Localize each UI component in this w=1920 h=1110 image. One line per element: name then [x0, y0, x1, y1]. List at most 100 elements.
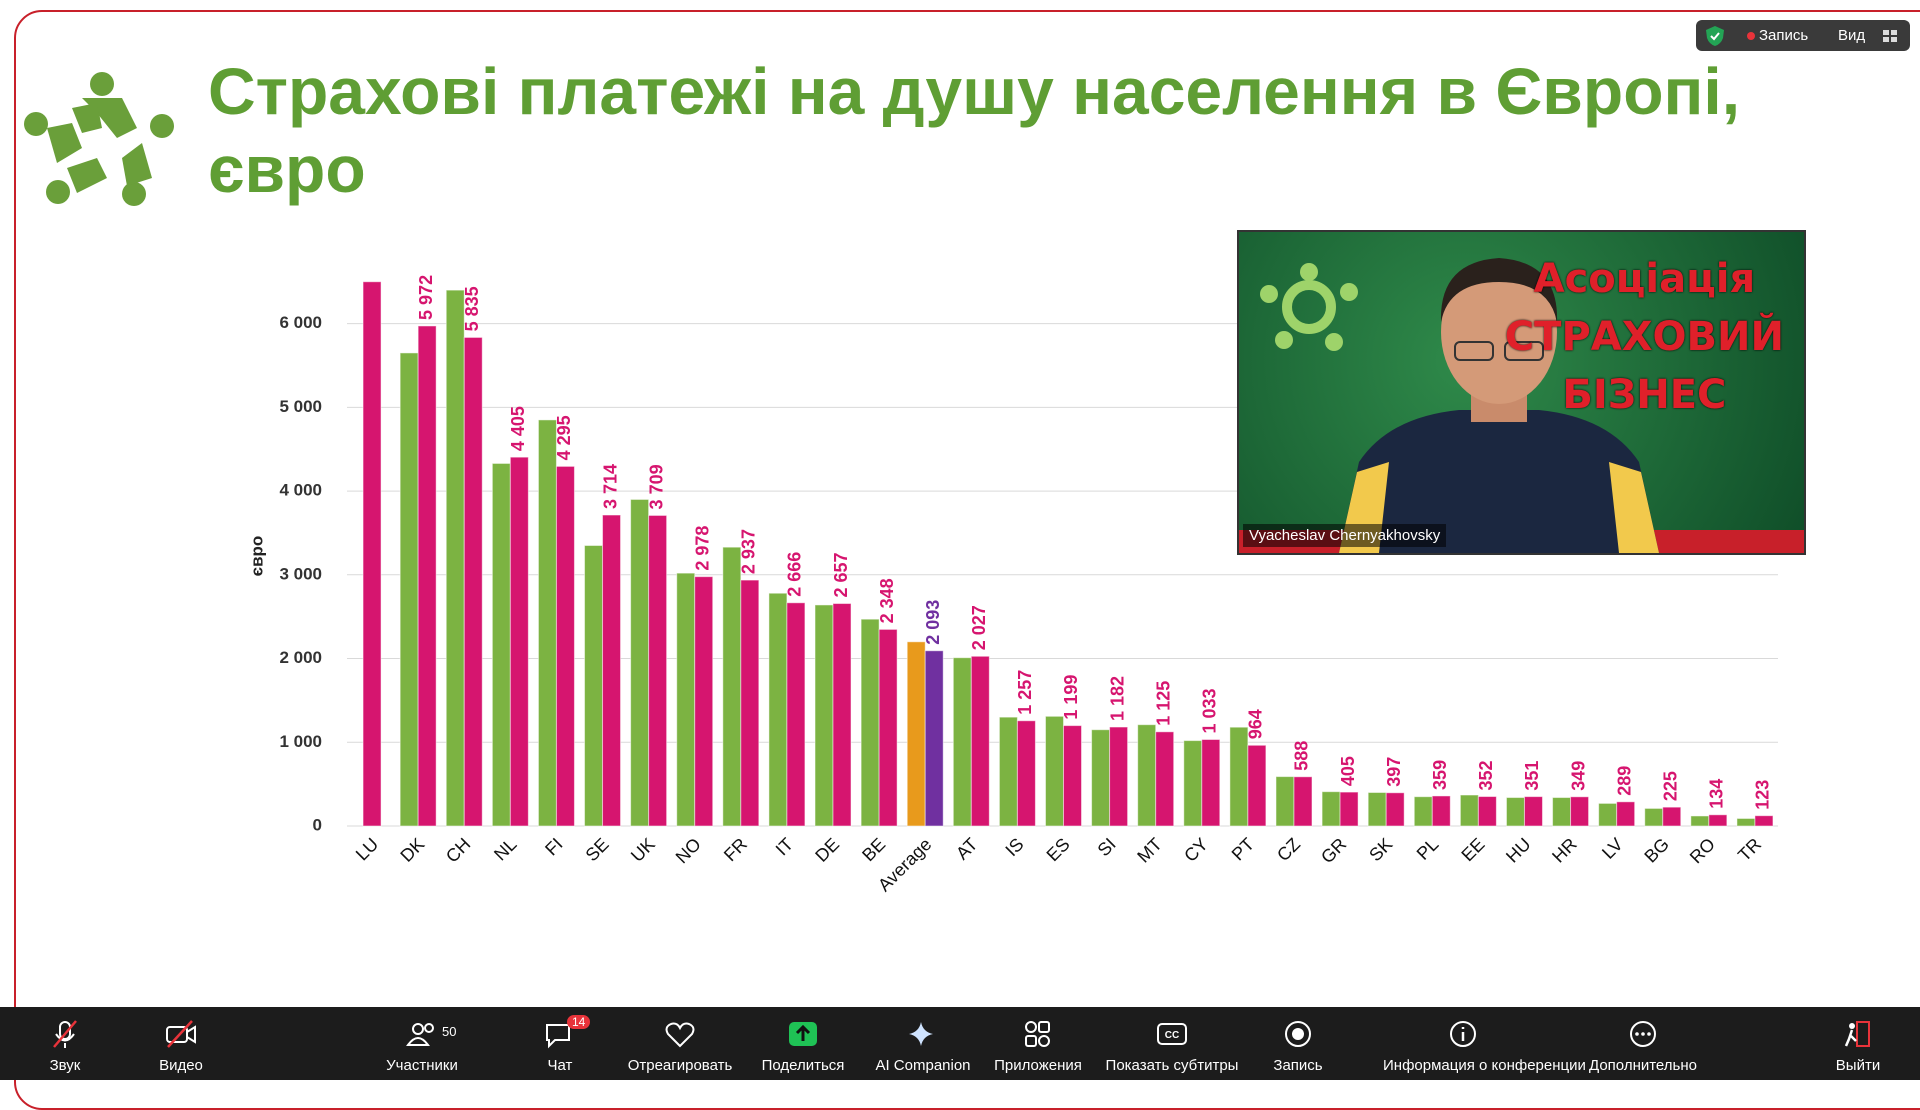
share-button[interactable]: Поделиться	[723, 1007, 883, 1080]
x-tick-label: GR	[1317, 834, 1350, 867]
x-tick-label: PT	[1228, 834, 1258, 864]
captions-button[interactable]: CC Показать субтитры	[1092, 1007, 1252, 1080]
y-tick-label: 0	[313, 815, 322, 834]
icon	[1450, 1021, 1476, 1047]
recording-label[interactable]: Запись	[1759, 27, 1809, 44]
value-label: 5 835	[462, 286, 482, 331]
bar	[740, 579, 760, 827]
bar	[362, 281, 382, 827]
icon	[665, 1022, 695, 1048]
value-label: 4 295	[554, 415, 574, 460]
value-label: 2 027	[969, 605, 989, 650]
info-button[interactable]: Информация о конференции	[1383, 1007, 1586, 1080]
bar	[1275, 776, 1295, 827]
value-label: 397	[1384, 757, 1404, 787]
bar	[694, 576, 714, 827]
y-tick-label: 6 000	[279, 313, 322, 332]
x-tick-label: MT	[1133, 834, 1166, 867]
x-tick-label: DE	[811, 834, 843, 866]
x-tick-label: RO	[1686, 834, 1719, 867]
x-tick-label: ES	[1043, 834, 1074, 865]
y-tick-label: 5 000	[279, 397, 322, 416]
bar	[1708, 814, 1728, 827]
value-label: 349	[1568, 761, 1588, 791]
apps-button[interactable]: Приложения	[958, 1007, 1118, 1080]
x-tick-label: SK	[1365, 834, 1396, 865]
value-label: 2 093	[923, 600, 943, 645]
bar	[1690, 815, 1710, 827]
value-label: 4 405	[508, 406, 528, 451]
logo	[24, 72, 174, 206]
button-label: AI Companion	[875, 1057, 971, 1074]
participants-button[interactable]: 50 Участники	[342, 1007, 502, 1080]
x-tick-label: EE	[1457, 834, 1488, 865]
react-button[interactable]: Отреагировать	[600, 1007, 760, 1080]
page: Страхові платежі на душу населення в Євр…	[0, 10, 1920, 1110]
video-tile[interactable]: Асоціація СТРАХОВИЙ БІЗНЕС Vyacheslav Cher…	[1237, 230, 1806, 555]
bar	[1616, 801, 1636, 827]
y-axis-label: євро	[247, 536, 266, 577]
x-tick-label: SI	[1094, 834, 1120, 860]
value-label: 351	[1522, 761, 1542, 791]
value-label: 5 972	[416, 275, 436, 320]
x-tick-label: LV	[1598, 834, 1627, 863]
icon: CC	[1157, 1023, 1187, 1045]
x-tick-label: BG	[1640, 834, 1673, 867]
more-button[interactable]: Дополнительно	[1563, 1007, 1723, 1080]
view-label[interactable]: Вид	[1838, 27, 1866, 44]
bar	[832, 603, 852, 827]
bar	[509, 456, 529, 827]
video-frame	[1239, 258, 1804, 553]
value-label: 1 033	[1200, 688, 1220, 733]
value-label: 2 348	[877, 578, 897, 623]
bar	[1201, 739, 1221, 827]
brand-line: СТРАХОВИЙ	[1504, 314, 1784, 360]
brand-line: БІЗНЕС	[1562, 372, 1727, 418]
icon	[789, 1022, 817, 1046]
record-button[interactable]: Запись	[1218, 1007, 1378, 1080]
button-label: Чат	[547, 1057, 573, 1074]
bar	[1570, 796, 1590, 827]
bar	[399, 352, 419, 827]
value-label: 1 182	[1107, 676, 1127, 721]
value-label: 3 709	[646, 464, 666, 509]
bar	[860, 618, 880, 827]
bar	[1754, 815, 1774, 827]
bar	[1367, 792, 1387, 827]
chat-button[interactable]: 14 Чат	[480, 1007, 640, 1080]
bar	[417, 325, 437, 827]
y-tick-label: 1 000	[279, 732, 322, 751]
bar	[924, 650, 944, 827]
participant-name: Vyacheslav Chernyakhovsky	[1243, 524, 1447, 547]
bar	[1523, 796, 1543, 827]
chat-badge: 14	[567, 1015, 591, 1029]
video-button[interactable]: Видео	[101, 1007, 261, 1080]
icon	[406, 1023, 434, 1046]
button-label: Звук	[49, 1057, 81, 1074]
value-label: 2 937	[739, 529, 759, 574]
leave-button[interactable]: Выйти	[1778, 1007, 1920, 1080]
brand-text: Асоціація СТРАХОВИЙ БІЗНЕС	[1505, 250, 1784, 424]
toolbar: Звук Видео 50 Участники 14 Чат Отреагирова…	[0, 1007, 1920, 1080]
value-label: 1 199	[1061, 675, 1081, 720]
button-label: Запись	[1273, 1057, 1323, 1074]
chart: євро 0 1 000 2 000 3 000 4 000 5 000 6 000 LU 5 …	[247, 275, 1778, 895]
button-label: Видео	[159, 1057, 203, 1074]
value-label: 588	[1292, 741, 1312, 771]
button-label: Отреагировать	[627, 1057, 733, 1074]
x-tick-label: CY	[1180, 834, 1212, 866]
icon	[1025, 1021, 1050, 1047]
bar	[1662, 806, 1682, 827]
value-label: 2 657	[831, 552, 851, 597]
x-tick-label: IS	[1001, 834, 1027, 860]
bar	[1598, 802, 1618, 827]
x-tick-label: NO	[672, 834, 705, 867]
x-tick-label: HU	[1502, 834, 1535, 867]
value-label: 964	[1246, 709, 1266, 739]
ai-button[interactable]: AI Companion	[843, 1007, 1003, 1080]
bar	[648, 514, 668, 827]
audio-button[interactable]: Звук	[0, 1007, 145, 1080]
grid-icon	[1883, 30, 1897, 42]
button-label: Участники	[386, 1057, 458, 1074]
bar	[555, 465, 575, 827]
